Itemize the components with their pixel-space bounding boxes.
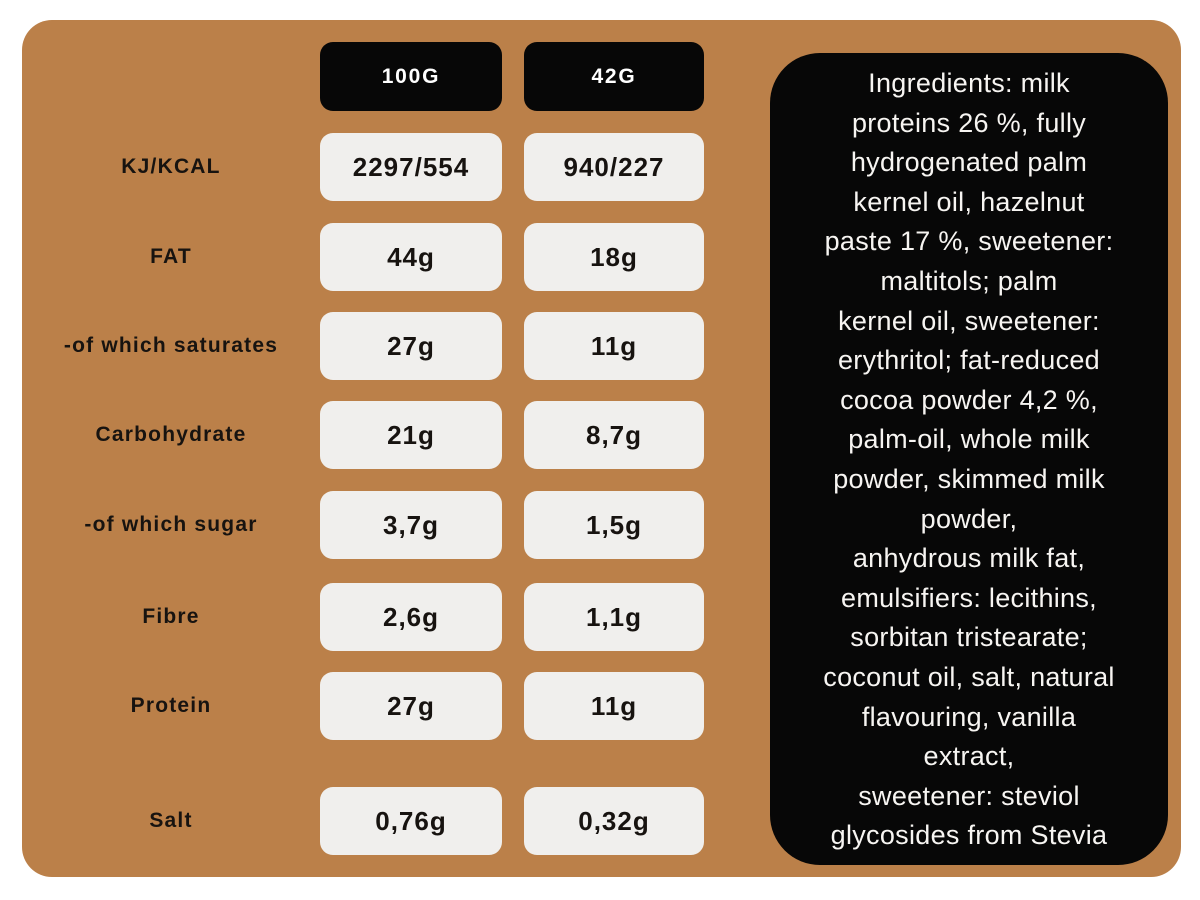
row-label: -of which saturates	[63, 334, 279, 357]
column-header-100g: 100G	[320, 42, 502, 111]
value-42g: 8,7g	[524, 401, 704, 469]
value-100g: 27g	[320, 312, 502, 380]
row-label: Salt	[149, 809, 193, 832]
row-label: FAT	[150, 245, 192, 268]
row-label: Fibre	[142, 605, 200, 628]
value-42g: 11g	[524, 312, 704, 380]
label-card: 100G 42G KJ/KCAL 2297/554 940/227 FAT 44…	[22, 20, 1181, 877]
value-100g: 44g	[320, 223, 502, 291]
column-header-42g: 42G	[524, 42, 704, 111]
value-100g: 21g	[320, 401, 502, 469]
table-row-carbohydrate: Carbohydrate 21g 8,7g	[22, 401, 770, 469]
value-42g: 11g	[524, 672, 704, 740]
value-42g: 1,1g	[524, 583, 704, 651]
value-100g: 2,6g	[320, 583, 502, 651]
value-100g: 0,76g	[320, 787, 502, 855]
table-row-kj-kcal: KJ/KCAL 2297/554 940/227	[22, 133, 770, 201]
value-100g: 27g	[320, 672, 502, 740]
row-label: Carbohydrate	[95, 423, 247, 446]
value-42g: 0,32g	[524, 787, 704, 855]
table-row-fat: FAT 44g 18g	[22, 223, 770, 291]
row-label: Protein	[130, 694, 212, 717]
row-label: -of which sugar	[84, 513, 258, 536]
value-100g: 2297/554	[320, 133, 502, 201]
ingredients-text: Ingredients: milk proteins 26 %, fully h…	[823, 68, 1115, 851]
column-header-row: 100G 42G	[22, 42, 770, 111]
value-42g: 940/227	[524, 133, 704, 201]
table-row-salt: Salt 0,76g 0,32g	[22, 787, 770, 855]
table-row-fibre: Fibre 2,6g 1,1g	[22, 583, 770, 651]
table-row-saturates: -of which saturates 27g 11g	[22, 312, 770, 380]
table-row-sugar: -of which sugar 3,7g 1,5g	[22, 491, 770, 559]
row-label: KJ/KCAL	[121, 155, 221, 178]
value-42g: 18g	[524, 223, 704, 291]
ingredients-panel: Ingredients: milk proteins 26 %, fully h…	[770, 53, 1168, 865]
value-42g: 1,5g	[524, 491, 704, 559]
value-100g: 3,7g	[320, 491, 502, 559]
table-row-protein: Protein 27g 11g	[22, 672, 770, 740]
